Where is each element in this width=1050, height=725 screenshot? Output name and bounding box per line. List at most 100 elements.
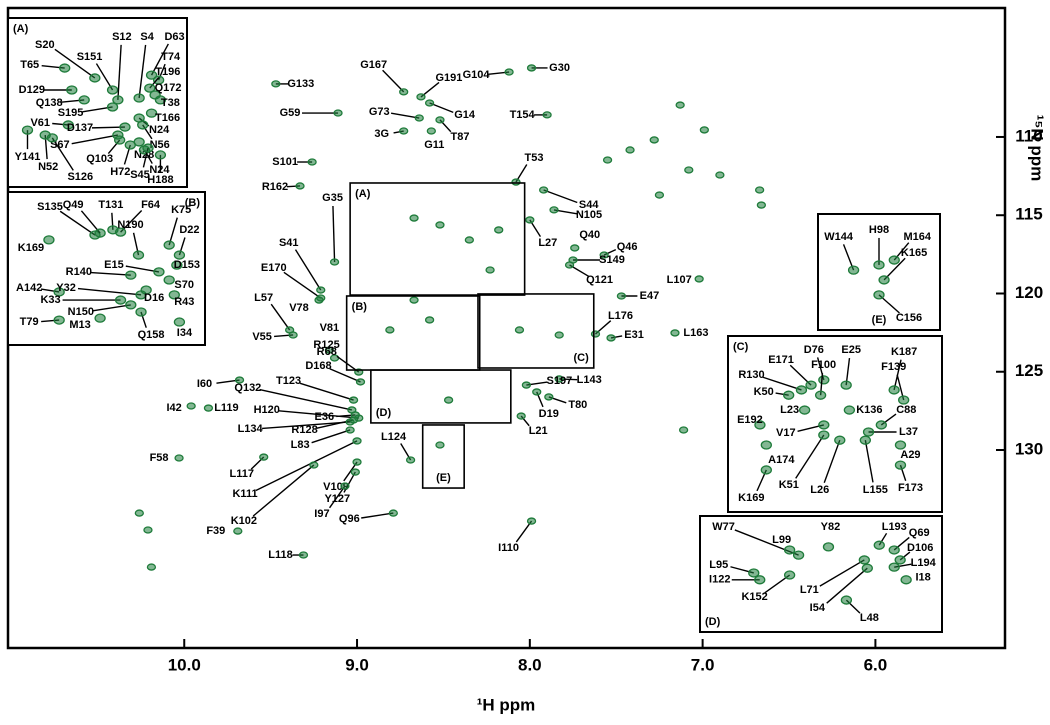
peak-label: D153 xyxy=(174,259,200,271)
inset-title: (D) xyxy=(705,616,721,628)
peak-label: G59 xyxy=(280,107,301,119)
x-tick-label: 8.0 xyxy=(518,655,542,674)
region-label: (A) xyxy=(355,188,371,200)
peak-label: K33 xyxy=(40,294,60,306)
peak-label: R128 xyxy=(291,424,317,436)
peak-label: K165 xyxy=(901,247,927,259)
peak xyxy=(894,440,907,450)
peak-label: I110 xyxy=(498,542,519,554)
inset-panel xyxy=(7,191,206,346)
peak xyxy=(900,575,912,585)
peak-label: M13 xyxy=(69,319,90,331)
peak-label: L117 xyxy=(229,468,253,480)
peak-label: F39 xyxy=(206,525,225,537)
peak xyxy=(858,555,870,565)
peak xyxy=(616,292,627,300)
leader-line xyxy=(168,217,178,246)
peak-label: V17 xyxy=(776,427,796,439)
peak xyxy=(873,540,885,550)
peak xyxy=(715,171,725,179)
peak xyxy=(799,405,811,415)
peak-label: D168 xyxy=(305,360,331,372)
peak-label: L71 xyxy=(800,584,819,596)
peak xyxy=(133,93,145,103)
peak-label: C156 xyxy=(896,312,922,324)
peak xyxy=(544,393,554,401)
y-tick-label: 120 xyxy=(1015,283,1043,302)
peak-label: D129 xyxy=(19,84,45,96)
peak xyxy=(847,265,860,275)
peak xyxy=(112,95,124,105)
peak-label: Y141 xyxy=(15,151,41,163)
peak xyxy=(62,120,74,130)
peak xyxy=(298,551,309,559)
peak xyxy=(59,63,71,73)
x-tick-label: 9.0 xyxy=(345,655,369,674)
peak-label: T80 xyxy=(568,399,587,411)
peak xyxy=(818,430,830,440)
peak xyxy=(143,526,153,534)
peak xyxy=(424,316,435,324)
peak xyxy=(606,334,616,342)
peak-label: L27 xyxy=(538,237,557,249)
region-box xyxy=(421,424,465,489)
peak xyxy=(307,158,317,166)
peak xyxy=(234,376,245,384)
peak-label: E170 xyxy=(261,262,287,274)
peak xyxy=(760,440,772,450)
y-tick-label: 125 xyxy=(1015,361,1043,380)
peak xyxy=(168,290,180,300)
peak xyxy=(125,270,137,280)
peak-label: N24 xyxy=(149,124,170,136)
peak xyxy=(46,133,58,143)
peak-label: S70 xyxy=(174,279,194,291)
peak-label: S20 xyxy=(35,39,55,51)
peak xyxy=(350,468,360,476)
peak xyxy=(783,390,795,400)
inset-panel xyxy=(699,515,943,633)
peak-label: D63 xyxy=(164,31,184,43)
peak xyxy=(53,287,65,297)
peak xyxy=(894,460,907,470)
peak xyxy=(142,143,154,153)
peak xyxy=(599,251,609,259)
peak-label: S101 xyxy=(272,156,298,168)
peak-label: L95 xyxy=(709,559,728,571)
peak xyxy=(783,570,796,580)
peak-label: H72 xyxy=(110,166,130,178)
peak xyxy=(414,114,424,122)
peak xyxy=(106,102,119,112)
peak xyxy=(329,258,340,266)
leader-line xyxy=(92,304,131,312)
peak-label: M164 xyxy=(903,231,931,243)
peak-label: T65 xyxy=(20,59,39,71)
peak xyxy=(405,456,416,464)
peak xyxy=(89,73,101,83)
peak-label: T123 xyxy=(276,375,301,387)
peak xyxy=(818,375,830,385)
peak-label: L118 xyxy=(268,549,292,561)
peak xyxy=(125,300,137,310)
peak xyxy=(21,125,34,135)
peak-label: Q172 xyxy=(155,82,182,94)
peak xyxy=(862,427,875,437)
peak-label: G30 xyxy=(549,62,570,74)
peak xyxy=(684,166,694,174)
peak xyxy=(898,395,910,405)
peak xyxy=(649,136,659,144)
peak-label: Q138 xyxy=(36,97,63,109)
peak xyxy=(203,404,214,412)
peak xyxy=(532,388,542,396)
peak-label: S197 xyxy=(547,375,573,387)
leader-line xyxy=(515,520,533,543)
peak-label: T53 xyxy=(525,152,544,164)
y-axis-label: ¹⁵N ppm xyxy=(1028,115,1047,182)
peak-label: V81 xyxy=(320,322,340,334)
peak-label: L57 xyxy=(254,292,273,304)
peak-label: E47 xyxy=(640,290,660,302)
region-label: (B) xyxy=(352,301,368,313)
peak-label: F64 xyxy=(141,199,161,211)
peak xyxy=(443,396,454,404)
peak xyxy=(153,267,165,277)
peak xyxy=(348,396,359,404)
